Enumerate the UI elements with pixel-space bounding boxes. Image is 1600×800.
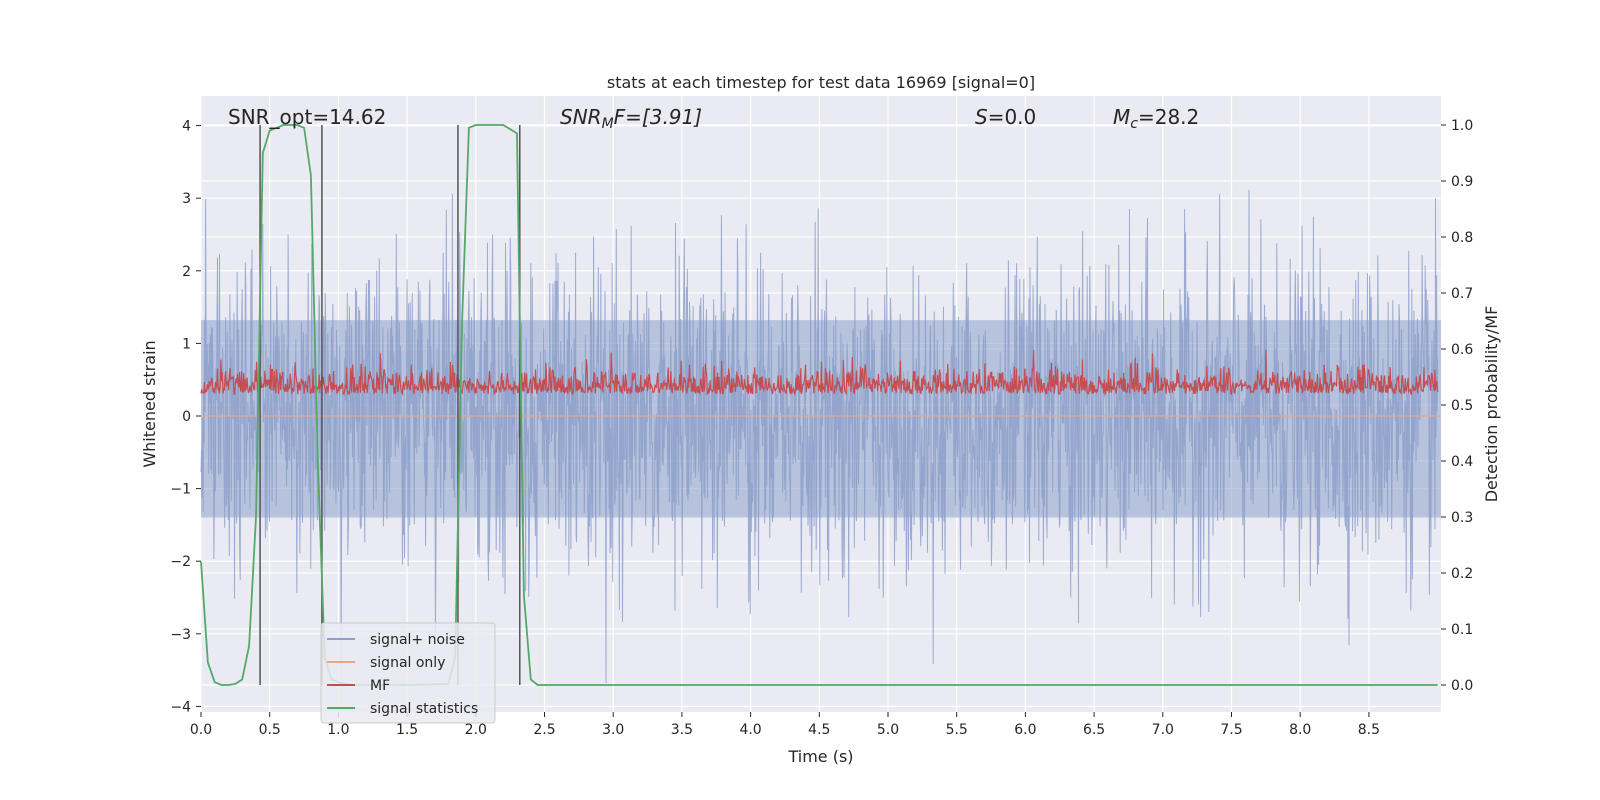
x-tick-label: 7.0 [1152,722,1174,738]
x-tick-label: 3.0 [602,722,624,738]
y-left-tick-label: −1 [170,482,191,498]
x-tick-label: 0.5 [259,722,281,738]
noise-core-band [201,320,1441,518]
x-tick-label: 8.5 [1358,722,1380,738]
legend: signal+ noise signal only MF signal stat… [320,622,496,724]
y-axis-label-right: Detection probability/MF [1482,306,1501,503]
y-right-tick-label: 0.4 [1451,454,1473,470]
annotation-mc-rest: =28.2 [1138,105,1199,129]
mf-series [200,349,1439,397]
y-left-tick-label: 4 [182,119,191,135]
y-left-tick-label: −3 [170,627,191,643]
legend-label-noise: signal+ noise [370,632,465,648]
y-right-tick-label: 0.6 [1451,342,1473,358]
annotation-snr-opt: SNR_opt=14.62 [228,105,386,129]
x-tick-label: 0.0 [190,722,212,738]
x-tick-label: 6.0 [1014,722,1036,738]
y-right-tick-label: 1.0 [1451,118,1473,134]
y-right-tick-label: 0.8 [1451,230,1473,246]
noise-series [200,189,1441,684]
x-tick-label: 4.0 [739,722,761,738]
x-tick-label: 1.0 [327,722,349,738]
x-tick-label: 7.5 [1220,722,1242,738]
annotation-snr-mf: SNRMF=[3.91] [560,105,702,132]
y-left-tick-label: 0 [182,409,191,425]
y-left-tick-label: 3 [182,191,191,207]
x-tick-label: 6.5 [1083,722,1105,738]
chart-title: stats at each timestep for test data 169… [607,73,1035,92]
y-left-tick-label: −2 [170,554,191,570]
annotation-mc: Mc=28.2 [1113,105,1199,132]
annotation-s-rest: =0.0 [988,105,1037,129]
y-right-tick-label: 0.9 [1451,174,1473,190]
x-tick-label: 3.5 [671,722,693,738]
x-tick-label: 5.5 [946,722,968,738]
annotation-snr-mf-var: SNR [560,105,602,129]
legend-label-signal-statistics: signal statistics [370,701,478,717]
annotation-s: S=0.0 [975,105,1036,129]
x-tick-label: 4.5 [808,722,830,738]
x-axis-label: Time (s) [787,747,853,766]
annotation-snr-mf-rest: F=[3.91] [614,105,702,129]
legend-label-mf: MF [370,678,390,694]
x-tick-label: 2.5 [533,722,555,738]
y-left-tick-label: 1 [182,336,191,352]
mf-trace [200,349,1439,397]
y-left-tick-label: −4 [170,699,191,715]
y-ticks-right: 1.0 0.9 0.8 0.7 0.6 0.5 0.4 0.3 0.2 0.1 0.0 [1441,118,1473,694]
y-axis-label-left: Whitened strain [140,340,159,467]
x-ticks: 0.0 0.5 1.0 1.5 2.0 2.5 3.0 3.5 4.0 4.5 5.0 5.5 6.0 6… [190,712,1380,738]
x-tick-label: 1.5 [396,722,418,738]
x-tick-label: 2.0 [465,722,487,738]
y-right-tick-label: 0.7 [1451,286,1473,302]
y-right-tick-label: 0.5 [1451,398,1473,414]
y-right-tick-label: 0.1 [1451,622,1473,638]
x-tick-label: 5.0 [877,722,899,738]
y-right-tick-label: 0.3 [1451,510,1473,526]
legend-box [320,622,496,724]
legend-label-signal-only: signal only [370,655,445,671]
x-tick-label: 8.0 [1289,722,1311,738]
annotation-mc-var: M [1113,105,1130,129]
vertical-lines [259,125,521,685]
annotation-s-var: S [975,105,988,129]
annotation-mc-sub: c [1130,116,1138,132]
y-right-tick-label: 0.0 [1451,678,1473,694]
y-left-tick-label: 2 [182,264,191,280]
y-right-tick-label: 0.2 [1451,566,1473,582]
y-ticks-left: 4 3 2 1 0 −1 −2 −3 −4 [170,119,201,715]
annotation-snr-mf-sub: M [602,116,614,132]
